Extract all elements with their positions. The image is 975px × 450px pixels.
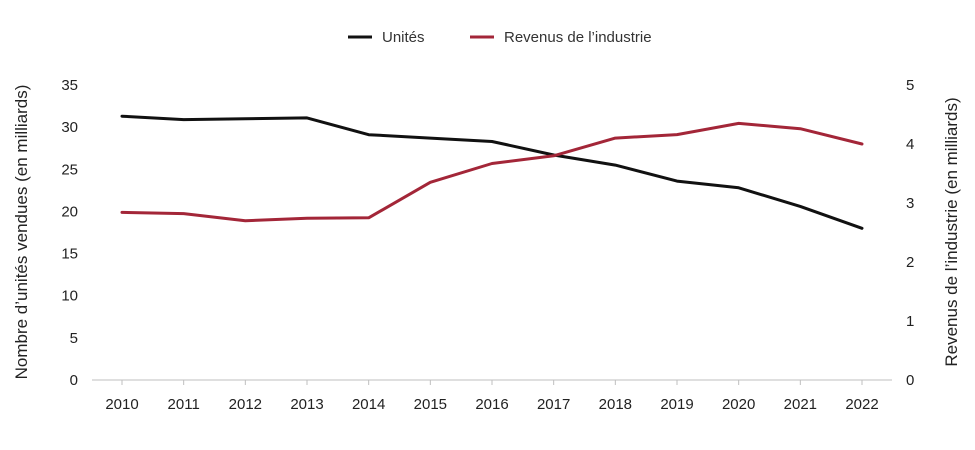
- y-left-tick-label: 30: [61, 119, 78, 136]
- x-tick-label: 2015: [414, 396, 447, 413]
- y-axis-left-title: Nombre d’unités vendues (en milliards): [12, 85, 31, 380]
- y-right-tick-label: 2: [906, 254, 914, 271]
- x-tick-label: 2011: [168, 396, 200, 413]
- x-tick-label: 2010: [105, 396, 138, 413]
- y-left-tick-label: 15: [61, 246, 78, 263]
- x-tick-label: 2021: [784, 396, 817, 413]
- y-left-tick-label: 20: [61, 203, 78, 220]
- series-line-revenus: [120, 121, 864, 223]
- y-right-tick-label: 4: [906, 136, 914, 153]
- x-tick-label: 2016: [475, 396, 508, 413]
- legend-label: Unités: [382, 29, 425, 46]
- y-left-tick-label: 0: [70, 372, 78, 389]
- x-tick-label: 2014: [352, 396, 385, 413]
- y-left-tick-label: 25: [61, 161, 78, 178]
- series-layer: [120, 114, 864, 230]
- x-tick-label: 2018: [599, 396, 632, 413]
- x-tick-label: 2017: [537, 396, 570, 413]
- x-tick-label: 2019: [660, 396, 693, 413]
- series-line-unites: [120, 114, 864, 230]
- x-tick-label: 2022: [845, 396, 878, 413]
- legend-label: Revenus de l’industrie: [504, 29, 652, 46]
- y-right-tick-label: 0: [906, 372, 914, 389]
- x-tick-label: 2013: [290, 396, 323, 413]
- y-axis-right-title: Revenus de l’industrie (en milliards): [942, 97, 961, 366]
- y-right-tick-label: 3: [906, 195, 914, 212]
- y-left-tick-label: 10: [61, 288, 78, 305]
- axes: 2010 2011 2012 2013 2014 2015 2016 2017 2018 2019…: [61, 77, 914, 413]
- y-left-tick-label: 35: [61, 77, 78, 94]
- x-tick-label: 2012: [229, 396, 262, 413]
- y-right-tick-label: 1: [906, 313, 914, 330]
- y-right-tick-label: 5: [906, 77, 914, 94]
- y-left-tick-label: 5: [70, 330, 78, 347]
- legend: Unités Revenus de l’industrie: [348, 29, 652, 46]
- x-tick-label: 2020: [722, 396, 755, 413]
